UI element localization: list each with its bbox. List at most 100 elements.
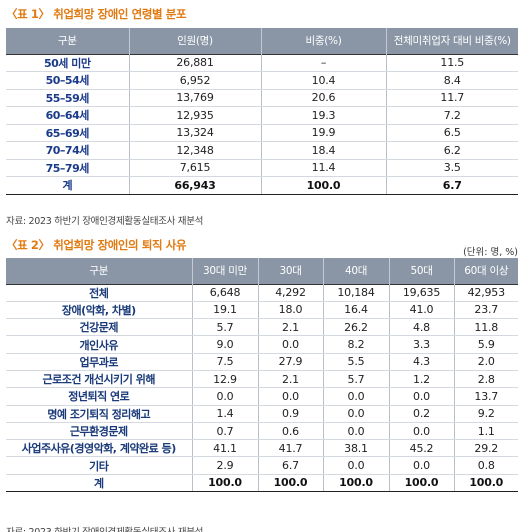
table-row: 명예 조기퇴직 정리해고 1.4 0.9 0.0 0.2 9.2 [6, 405, 518, 423]
row-label: 55–59세 [6, 89, 130, 107]
table-cell: 0.0 [389, 422, 455, 441]
table-row: 50세 미만 26,881–11.5 [6, 53, 518, 72]
table-cell: 8.2 [323, 335, 390, 354]
table-cell: 2.0 [454, 353, 518, 371]
total-cell: 66,943 [129, 176, 262, 195]
table-cell: 5.7 [192, 318, 259, 337]
table-cell: 0.0 [323, 422, 390, 441]
table-row: 50–54세 6,952 10.4 8.4 [6, 71, 518, 90]
total-cell: 100.0 [323, 473, 390, 493]
table-cell: 8.4 [386, 71, 518, 90]
table-row: 근로조건 개선시키기 위해 12.9 2.1 5.7 1.2 2.8 [6, 370, 518, 389]
table-cell: 41.1 [192, 439, 259, 458]
table-cell: 41.7 [258, 439, 324, 458]
table-cell: 11.4 [261, 159, 387, 177]
table-cell: 5.9 [454, 335, 518, 354]
table-cell: – [261, 53, 387, 72]
table-cell: 0.0 [192, 387, 259, 406]
table-row: 건강문제 5.7 2.1 26.2 4.8 11.8 [6, 318, 518, 337]
column-header: 구분 [6, 28, 130, 54]
table-cell: 1.2 [389, 370, 455, 389]
table-cell: 5.7 [323, 370, 390, 389]
table-cell: 0.7 [192, 422, 259, 441]
table-cell: 2.8 [454, 370, 518, 389]
table-cell: 0.2 [389, 405, 455, 423]
table-cell: 20.6 [261, 89, 387, 107]
table2-title: 〈표 2〉 취업희망 장애인의 퇴직 사유 [6, 238, 187, 252]
age-distribution-table: 구분 인원(명) 비중(%) 전체미취업자 대비 비중(%) 50세 미만 26,881… [6, 28, 518, 195]
row-label: 건강문제 [6, 318, 193, 337]
table-cell: 3.5 [386, 159, 518, 177]
total-cell: 100.0 [192, 473, 259, 493]
table-cell: 26,881 [129, 53, 262, 72]
table-header-row: 구분 인원(명) 비중(%) 전체미취업자 대비 비중(%) [6, 28, 518, 54]
table-cell: 6,648 [192, 283, 259, 302]
total-cell: 6.7 [386, 176, 518, 195]
table-cell: 19.9 [261, 124, 387, 142]
table-row: 65–69세 13,324 19.9 6.5 [6, 124, 518, 142]
table-cell: 0.0 [258, 335, 324, 354]
table-cell: 1.1 [454, 422, 518, 441]
table-cell: 45.2 [389, 439, 455, 458]
table-row: 전체 6,648 4,292 10,184 19,635 42,953 [6, 283, 518, 302]
table-cell: 6.7 [258, 456, 324, 475]
table-cell: 11.5 [386, 53, 518, 72]
column-header: 40대 [323, 258, 390, 284]
column-header: 50대 [389, 258, 455, 284]
row-label: 기타 [6, 456, 193, 475]
table-cell: 0.9 [258, 405, 324, 423]
total-row: 계 66,943 100.0 6.7 [6, 176, 518, 195]
column-header: 30대 [258, 258, 324, 284]
table-header-row: 구분 30대 미만 30대 40대 50대 60대 이상 [6, 258, 518, 284]
table-cell: 0.0 [323, 387, 390, 406]
row-label: 개인사유 [6, 335, 193, 354]
table-cell: 27.9 [258, 353, 324, 371]
table-cell: 18.0 [258, 301, 324, 320]
table-cell: 6,952 [129, 71, 262, 90]
table-cell: 10,184 [323, 283, 390, 302]
table-cell: 12,348 [129, 141, 262, 160]
table-cell: 7.5 [192, 353, 259, 371]
table-cell: 2.1 [258, 370, 324, 389]
column-header: 30대 미만 [192, 258, 259, 284]
table-cell: 0.6 [258, 422, 324, 441]
table-cell: 10.4 [261, 71, 387, 90]
total-cell: 100.0 [261, 176, 387, 195]
table-cell: 18.4 [261, 141, 387, 160]
table-row: 장애(악화, 차별) 19.1 18.0 16.4 41.0 23.7 [6, 301, 518, 320]
row-label: 사업주사유(경영악화, 계약완료 등) [6, 439, 193, 458]
row-label: 70–74세 [6, 141, 130, 160]
row-label: 75–79세 [6, 159, 130, 177]
total-cell: 100.0 [258, 473, 324, 493]
table-cell: 7,615 [129, 159, 262, 177]
table-row: 70–74세 12,348 18.4 6.2 [6, 141, 518, 160]
table-cell: 12.9 [192, 370, 259, 389]
table-cell: 9.0 [192, 335, 259, 354]
table-row: 55–59세 13,769 20.6 11.7 [6, 89, 518, 107]
row-label: 명예 조기퇴직 정리해고 [6, 405, 193, 423]
table-row: 60–64세 12,935 19.3 7.2 [6, 106, 518, 125]
row-label: 65–69세 [6, 124, 130, 142]
table-cell: 4.3 [389, 353, 455, 371]
row-label: 50세 미만 [6, 53, 130, 72]
table-cell: 12,935 [129, 106, 262, 125]
table-row: 업무과로 7.5 27.9 5.5 4.3 2.0 [6, 353, 518, 371]
table-cell: 13,324 [129, 124, 262, 142]
retirement-reason-table: 구분 30대 미만 30대 40대 50대 60대 이상 전체 6,648 4,292 10,1… [6, 258, 518, 493]
total-label: 계 [6, 473, 193, 493]
table-cell: 0.0 [323, 456, 390, 475]
table-cell: 5.5 [323, 353, 390, 371]
table-row: 정년퇴직 연로 0.0 0.0 0.0 0.0 13.7 [6, 387, 518, 406]
table-cell: 3.3 [389, 335, 455, 354]
row-label: 60–64세 [6, 106, 130, 125]
table-cell: 23.7 [454, 301, 518, 320]
table-row: 근무환경문제 0.7 0.6 0.0 0.0 1.1 [6, 422, 518, 441]
total-cell: 100.0 [389, 473, 455, 493]
table-cell: 19.3 [261, 106, 387, 125]
table-cell: 0.8 [454, 456, 518, 475]
table-cell: 2.9 [192, 456, 259, 475]
table-cell: 4.8 [389, 318, 455, 337]
column-header: 구분 [6, 258, 193, 284]
table-row: 개인사유 9.0 0.0 8.2 3.3 5.9 [6, 335, 518, 354]
table-cell: 16.4 [323, 301, 390, 320]
